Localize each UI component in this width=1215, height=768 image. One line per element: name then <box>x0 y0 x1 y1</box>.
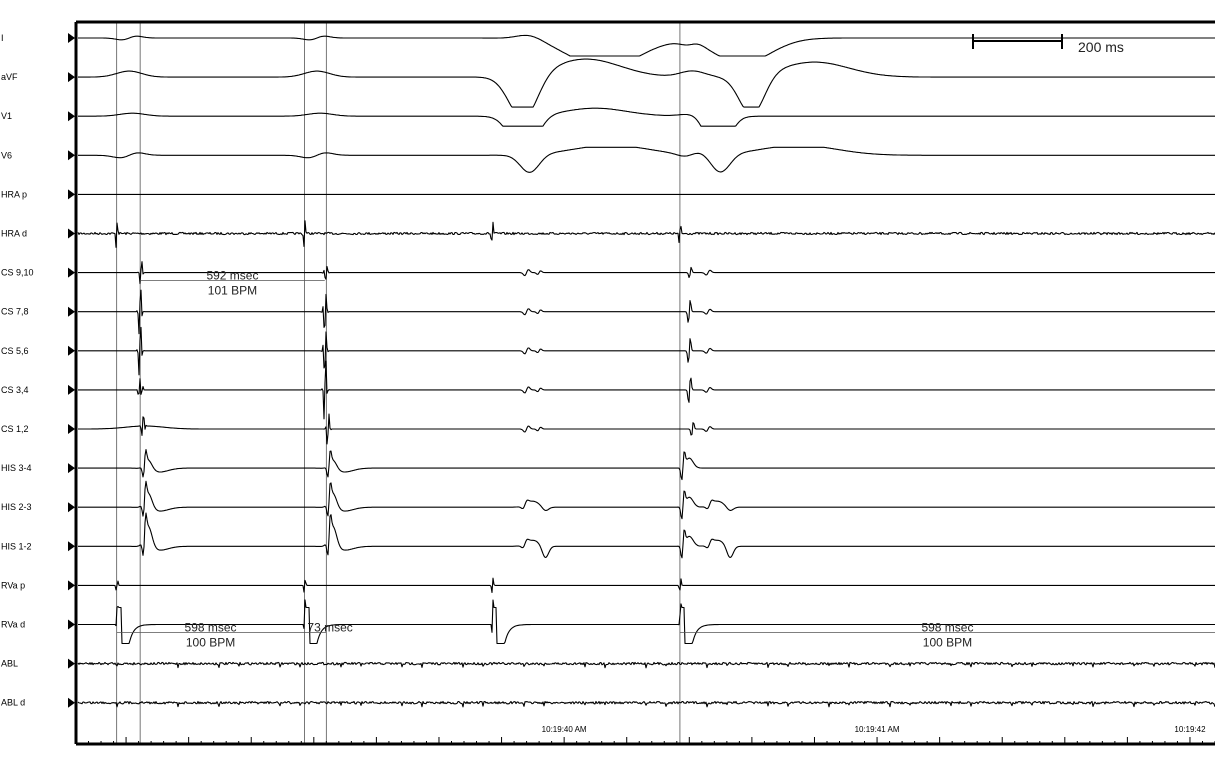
channel-label-abl-d: ABL d <box>1 698 25 708</box>
channel-label-v6: V6 <box>1 150 12 160</box>
time-axis: 10:19:40 AM 10:19:41 AM 10:19:42 <box>75 725 1215 744</box>
trace-cs-3-4 <box>78 360 1215 420</box>
channel-traces <box>77 34 1215 708</box>
trace-abl <box>77 661 1215 669</box>
caliper-rate-3: 100 BPM <box>923 636 972 650</box>
time-label-2: 10:19:42 <box>1174 725 1206 734</box>
channel-label-his-3-4: HIS 3-4 <box>1 463 32 473</box>
channel-label-cs-9-10: CS 9,10 <box>1 268 34 278</box>
channel-label-his-1-2: HIS 1-2 <box>1 541 32 551</box>
channel-marker-cs-3-4 <box>68 384 75 395</box>
trace-his-3-4 <box>78 449 1215 481</box>
channel-marker-v6 <box>68 150 75 161</box>
caliper-interval-0: 598 msec <box>185 621 237 635</box>
trace-i <box>78 34 1215 57</box>
channel-label-abl: ABL <box>1 659 18 669</box>
time-label-0: 10:19:40 AM <box>542 725 587 734</box>
trace-hra-d <box>77 220 1215 248</box>
channel-marker-cs-7-8 <box>68 306 75 317</box>
channel-marker-his-1-2 <box>68 541 75 552</box>
channel-label-hra-d: HRA d <box>1 229 27 239</box>
channel-marker-rva-p <box>68 580 75 591</box>
channel-marker-cs-1-2 <box>68 424 75 434</box>
vertical-markers <box>116 22 681 744</box>
trace-cs-1-2 <box>78 413 1215 445</box>
channel-label-cs-5-6: CS 5,6 <box>1 346 29 356</box>
channel-marker-his-3-4 <box>68 463 75 474</box>
channel-marker-abl <box>68 658 75 669</box>
channel-marker-his-2-3 <box>68 502 75 513</box>
trace-rva-d <box>78 599 1215 645</box>
caliper-interval-1: 592 msec <box>206 269 258 283</box>
channel-label-v1: V1 <box>1 111 12 121</box>
channel-label-hra-p: HRA p <box>1 189 27 199</box>
channel-label-rva-d: RVa d <box>1 620 25 630</box>
trace-rva-p <box>78 577 1215 594</box>
trace-cs-9-10 <box>78 261 1215 285</box>
scale-bar: 200 ms <box>972 34 1124 55</box>
trace-v6 <box>78 146 1215 173</box>
trace-his-1-2 <box>78 512 1215 559</box>
channel-label-cs-3-4: CS 3,4 <box>1 385 29 395</box>
channel-marker-abl-d <box>68 697 75 708</box>
channel-marker-cs-5-6 <box>68 345 75 356</box>
channel-marker-i <box>68 33 75 43</box>
time-label-1: 10:19:41 AM <box>855 725 900 734</box>
channel-marker-hra-d <box>68 228 75 239</box>
channel-label-cs-1-2: CS 1,2 <box>1 424 29 434</box>
caliper-rate-0: 100 BPM <box>186 636 235 650</box>
trace-avf <box>78 58 1215 108</box>
channel-label-avf: aVF <box>1 72 18 82</box>
plot-frame <box>74 20 1215 746</box>
channel-label-rva-p: RVa p <box>1 580 25 590</box>
caliper-interval-3: 598 msec <box>921 621 973 635</box>
channel-label-i: I <box>1 33 4 43</box>
trace-abl-d <box>77 700 1215 708</box>
caliper-interval-2: 73 msec <box>307 621 352 635</box>
trace-his-2-3 <box>78 480 1215 520</box>
channel-marker-v1 <box>68 111 75 122</box>
caliper-rate-1: 101 BPM <box>208 284 257 298</box>
scale-bar-label: 200 ms <box>1078 39 1124 55</box>
trace-cs-5-6 <box>78 326 1215 376</box>
channel-label-cs-7-8: CS 7,8 <box>1 307 29 317</box>
channel-marker-hra-p <box>68 189 75 200</box>
trace-cs-7-8 <box>78 289 1215 335</box>
channel-marker-avf <box>68 72 75 83</box>
channel-label-his-2-3: HIS 2-3 <box>1 502 32 512</box>
channel-marker-rva-d <box>68 619 75 630</box>
trace-v1 <box>78 107 1215 127</box>
channel-marker-cs-9-10 <box>68 267 75 278</box>
